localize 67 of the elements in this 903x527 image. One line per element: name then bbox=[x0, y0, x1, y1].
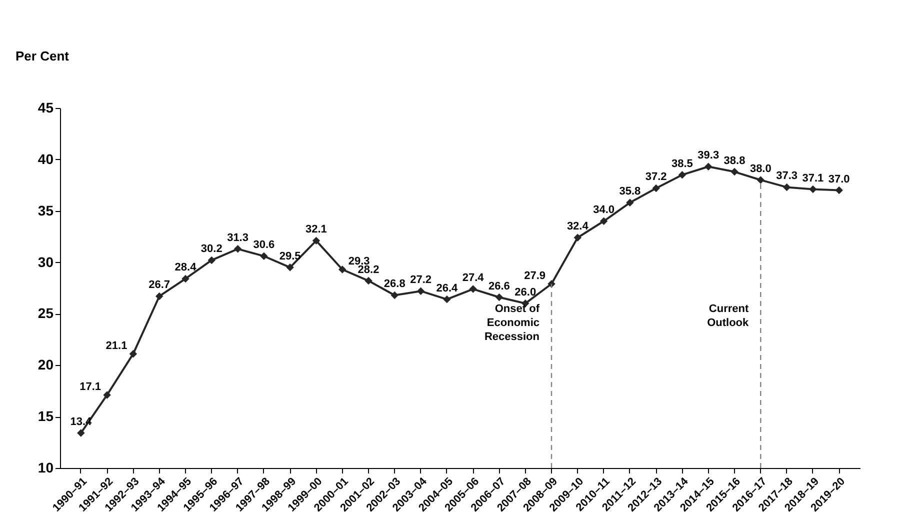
text: 32.1 bbox=[306, 224, 327, 236]
text: 35.8 bbox=[619, 186, 641, 198]
point bbox=[364, 276, 372, 285]
point bbox=[678, 170, 686, 179]
text: 26.8 bbox=[384, 278, 406, 290]
text: 26.4 bbox=[436, 282, 458, 294]
y-axis-title: Per Cent bbox=[16, 48, 70, 64]
text: 26.7 bbox=[148, 279, 170, 292]
text: 37.2 bbox=[645, 171, 667, 184]
point bbox=[704, 162, 712, 170]
text: 38.8 bbox=[724, 154, 746, 167]
text: 39.3 bbox=[698, 150, 720, 162]
text: 38.5 bbox=[672, 158, 693, 170]
text: 17.1 bbox=[80, 380, 102, 393]
text: 30.6 bbox=[253, 239, 275, 252]
point bbox=[652, 184, 660, 192]
text: 27.9 bbox=[524, 270, 546, 282]
y-tick-label: 25 bbox=[38, 305, 54, 322]
text: 30.2 bbox=[200, 243, 222, 256]
point bbox=[155, 292, 164, 300]
point bbox=[782, 183, 791, 192]
point bbox=[182, 274, 190, 283]
y-tick-label: 45 bbox=[38, 100, 54, 116]
point bbox=[416, 287, 425, 295]
text: 26.0 bbox=[514, 286, 536, 298]
point bbox=[129, 350, 138, 358]
text: 26.6 bbox=[488, 280, 510, 292]
text: 31.3 bbox=[227, 232, 248, 244]
text: 37.1 bbox=[802, 172, 824, 184]
point bbox=[600, 217, 608, 226]
point bbox=[260, 252, 268, 260]
text: 34.0 bbox=[593, 204, 614, 216]
point bbox=[809, 185, 817, 194]
point bbox=[756, 176, 765, 184]
point bbox=[390, 291, 399, 300]
point bbox=[469, 285, 477, 293]
text: 28.4 bbox=[174, 262, 196, 274]
point bbox=[443, 295, 451, 304]
point bbox=[730, 168, 738, 176]
text: 37.3 bbox=[776, 170, 798, 182]
ref-line-label: Onset of Economic Recession bbox=[484, 303, 540, 343]
y-tick-label: 35 bbox=[38, 202, 54, 218]
text: 37.0 bbox=[828, 173, 850, 186]
point bbox=[103, 391, 111, 399]
point bbox=[312, 236, 320, 245]
y-tick-label: 40 bbox=[38, 150, 54, 167]
point bbox=[574, 234, 582, 242]
point bbox=[208, 256, 216, 264]
point bbox=[286, 264, 294, 272]
text: 27.2 bbox=[410, 274, 432, 286]
text: 28.2 bbox=[358, 264, 380, 276]
text: 32.4 bbox=[566, 220, 588, 233]
text: 27.4 bbox=[462, 272, 484, 284]
point bbox=[495, 293, 504, 302]
text: 21.1 bbox=[106, 340, 128, 352]
point bbox=[234, 245, 242, 253]
point bbox=[835, 186, 843, 194]
y-tick-label: 15 bbox=[38, 408, 54, 424]
y-tick-label: 10 bbox=[38, 460, 54, 476]
y-tick-label: 20 bbox=[38, 356, 54, 373]
text: 29.5 bbox=[279, 250, 301, 262]
point bbox=[77, 429, 85, 437]
point bbox=[626, 198, 634, 206]
y-tick-label: 30 bbox=[38, 254, 54, 270]
text: 38.0 bbox=[750, 163, 772, 175]
point bbox=[338, 266, 346, 274]
ref-line-label: Current Outlook bbox=[707, 303, 750, 329]
